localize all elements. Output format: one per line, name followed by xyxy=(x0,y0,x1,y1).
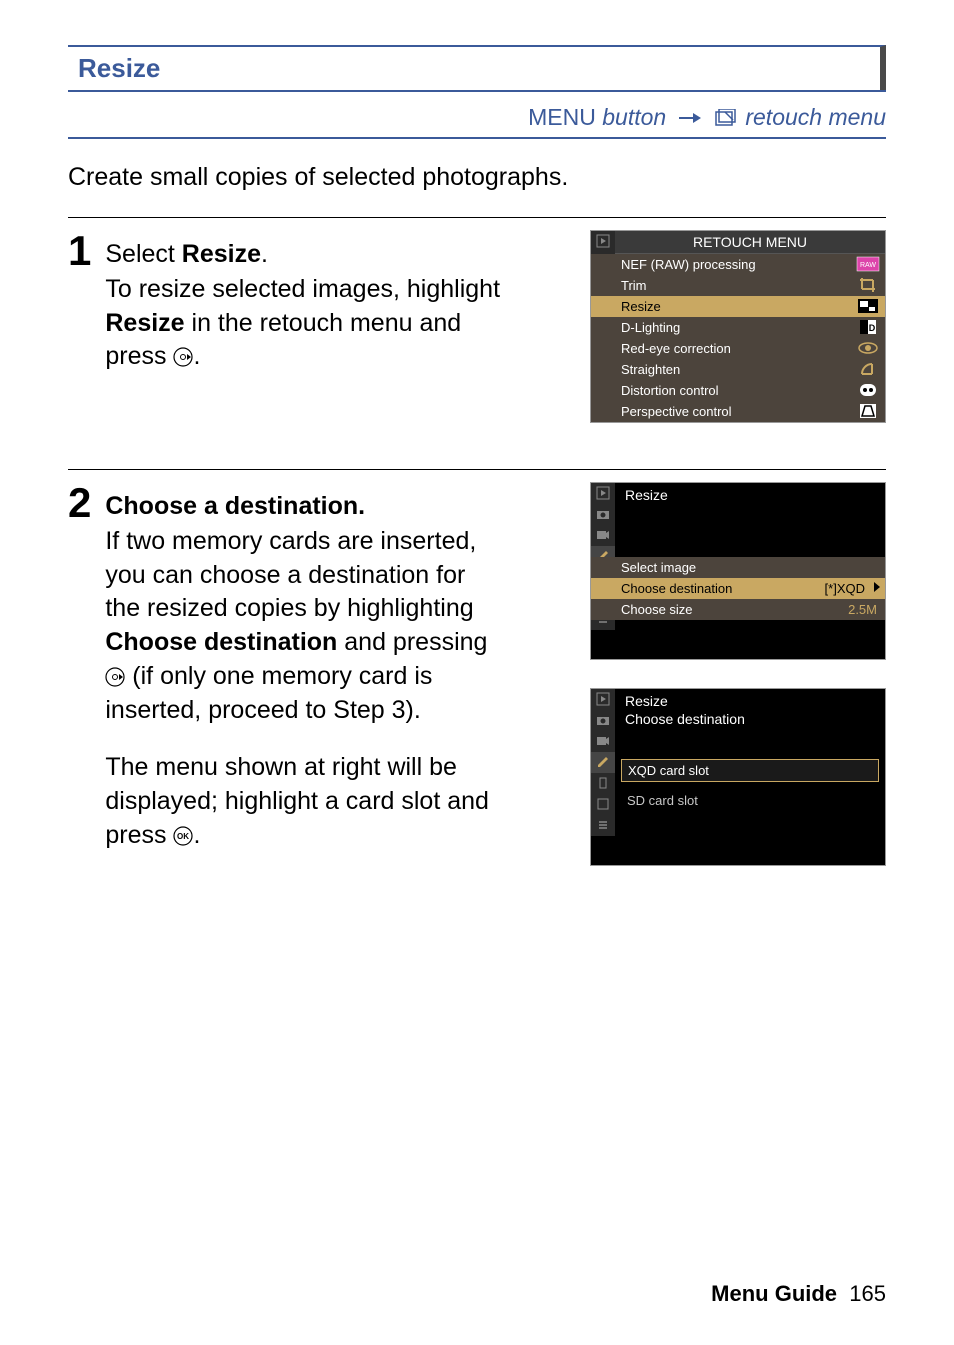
menu-row-label: Red-eye correction xyxy=(591,341,855,356)
retouch-palette-icon xyxy=(715,106,737,124)
menu-row-perspective[interactable]: Perspective control xyxy=(591,401,885,422)
menu-row-distortion[interactable]: Distortion control xyxy=(591,380,885,401)
sidebar-play-icon xyxy=(591,483,615,504)
step-1-title-prefix: Select xyxy=(105,240,181,268)
step-1-title-bold: Resize xyxy=(182,240,261,268)
menu-row-label: Trim xyxy=(591,278,855,293)
step-1: 1 Select Resize. To resize selected imag… xyxy=(68,217,886,451)
menu-row-label: Select image xyxy=(591,560,885,575)
card-slot-option-xqd[interactable]: XQD card slot xyxy=(621,759,879,782)
step-2-body-p3: (if only one memory card is inserted, pr… xyxy=(105,662,432,724)
raw-icon: RAW xyxy=(855,255,881,273)
step-1-body-bold: Resize xyxy=(105,309,184,337)
straighten-icon xyxy=(855,360,881,378)
header-title-wrap: Resize xyxy=(68,45,886,90)
resize-row-select-image[interactable]: Select image xyxy=(591,557,885,578)
menu-row-label: Straighten xyxy=(591,362,855,377)
sidebar-list-icon xyxy=(591,815,615,836)
footer-page-number: 165 xyxy=(849,1281,886,1306)
menu-row-trim[interactable]: Trim xyxy=(591,275,885,296)
menu-row-label: Resize xyxy=(591,299,855,314)
distortion-icon xyxy=(855,381,881,399)
step-2-body: If two memory cards are inserted, you ca… xyxy=(105,525,505,728)
resize-row-choose-size[interactable]: Choose size2.5M xyxy=(591,599,885,620)
menu-row-label: D-Lighting xyxy=(591,320,855,335)
resize-row-choose-destination[interactable]: Choose destination[*]XQD xyxy=(591,578,885,599)
step-1-body-p1: To resize selected images, highlight xyxy=(105,275,500,303)
step-2-title: Choose a destination. xyxy=(105,492,505,521)
footer-label: Menu Guide xyxy=(711,1281,837,1306)
chevron-right-icon xyxy=(873,581,885,596)
svg-text:RAW: RAW xyxy=(860,262,876,269)
step-number: 1 xyxy=(68,230,91,272)
eye-icon xyxy=(855,339,881,357)
menu-row-label: Distortion control xyxy=(591,383,855,398)
ok-button-icon: OK xyxy=(173,822,193,842)
resize-icon xyxy=(855,297,881,315)
step-number: 2 xyxy=(68,482,91,524)
menu-row-value: [*]XQD xyxy=(825,581,873,596)
menu-row-straighten[interactable]: Straighten xyxy=(591,359,885,380)
menu-row-label: NEF (RAW) processing xyxy=(591,257,855,272)
step-2-body-bold: Choose destination xyxy=(105,628,337,656)
sidebar-video-icon xyxy=(591,525,615,546)
menu-row-label: Choose destination xyxy=(591,581,825,596)
page-footer: Menu Guide 165 xyxy=(711,1281,886,1307)
step-1-title: Select Resize. xyxy=(105,240,505,269)
step-2-body-p2: and pressing xyxy=(337,628,487,656)
sidebar-tools-icon xyxy=(591,794,615,815)
menu-row-label: Choose size xyxy=(591,602,848,617)
sidebar-camera-icon xyxy=(591,504,615,525)
sidebar-camera-icon xyxy=(591,710,615,731)
sidebar-play-icon xyxy=(591,689,615,710)
menu-row-nef[interactable]: NEF (RAW) processing RAW xyxy=(591,254,885,275)
retouch-menu-header: RETOUCH MENU xyxy=(591,231,885,254)
page-header: Resize xyxy=(68,45,886,92)
svg-text:D: D xyxy=(869,323,876,333)
step-2-body-p1: If two memory cards are inserted, you ca… xyxy=(105,527,476,623)
destination-menu-title: Resize xyxy=(591,689,885,711)
resize-menu-screenshot: Resize Select image Choose destination[*… xyxy=(590,482,886,660)
destination-menu-screenshot: Resize Choose destination XQD card slot … xyxy=(590,688,886,866)
menu-row-label: Perspective control xyxy=(591,404,855,419)
multi-selector-right-icon xyxy=(173,343,193,363)
retouch-label: retouch menu xyxy=(745,104,886,130)
menu-row-resize[interactable]: Resize xyxy=(591,296,885,317)
menu-row-redeye[interactable]: Red-eye correction xyxy=(591,338,885,359)
sidebar-pencil-icon xyxy=(591,752,615,773)
multi-selector-right-icon xyxy=(105,663,125,683)
destination-menu-subtitle: Choose destination xyxy=(591,711,885,729)
menu-label: MENU xyxy=(528,104,596,130)
button-word: button xyxy=(602,104,666,130)
dlighting-icon: D xyxy=(855,318,881,336)
card-slot-option-sd[interactable]: SD card slot xyxy=(621,790,879,811)
sidebar-video-icon xyxy=(591,731,615,752)
step-1-title-suffix: . xyxy=(261,240,268,268)
step-2-title-text: Choose a destination. xyxy=(105,492,365,520)
menu-row-dlighting[interactable]: D-Lighting D xyxy=(591,317,885,338)
arrow-right-icon xyxy=(679,104,701,131)
header-title: Resize xyxy=(78,53,160,83)
trim-icon xyxy=(855,276,881,294)
perspective-icon xyxy=(855,402,881,420)
step-2-extra-p2: . xyxy=(193,821,200,849)
svg-text:OK: OK xyxy=(177,832,189,841)
retouch-menu-screenshot: RETOUCH MENU ? NEF (RAW) processingRAW T… xyxy=(590,230,886,423)
step-2-extra: The menu shown at right will be displaye… xyxy=(105,751,505,852)
step-2: 2 Choose a destination. If two memory ca… xyxy=(68,469,886,894)
section-description: Create small copies of selected photogra… xyxy=(68,161,886,195)
resize-menu-title: Resize xyxy=(591,483,885,505)
step-2-extra-p1: The menu shown at right will be displaye… xyxy=(105,753,489,849)
sidebar-retouch-icon xyxy=(591,773,615,794)
menu-path-line: MENU button retouch menu xyxy=(68,100,886,139)
step-1-body: To resize selected images, highlight Res… xyxy=(105,273,505,374)
sidebar-play-icon xyxy=(591,231,615,252)
menu-row-value: 2.5M xyxy=(848,602,885,617)
step-1-body-p3: . xyxy=(193,342,200,370)
